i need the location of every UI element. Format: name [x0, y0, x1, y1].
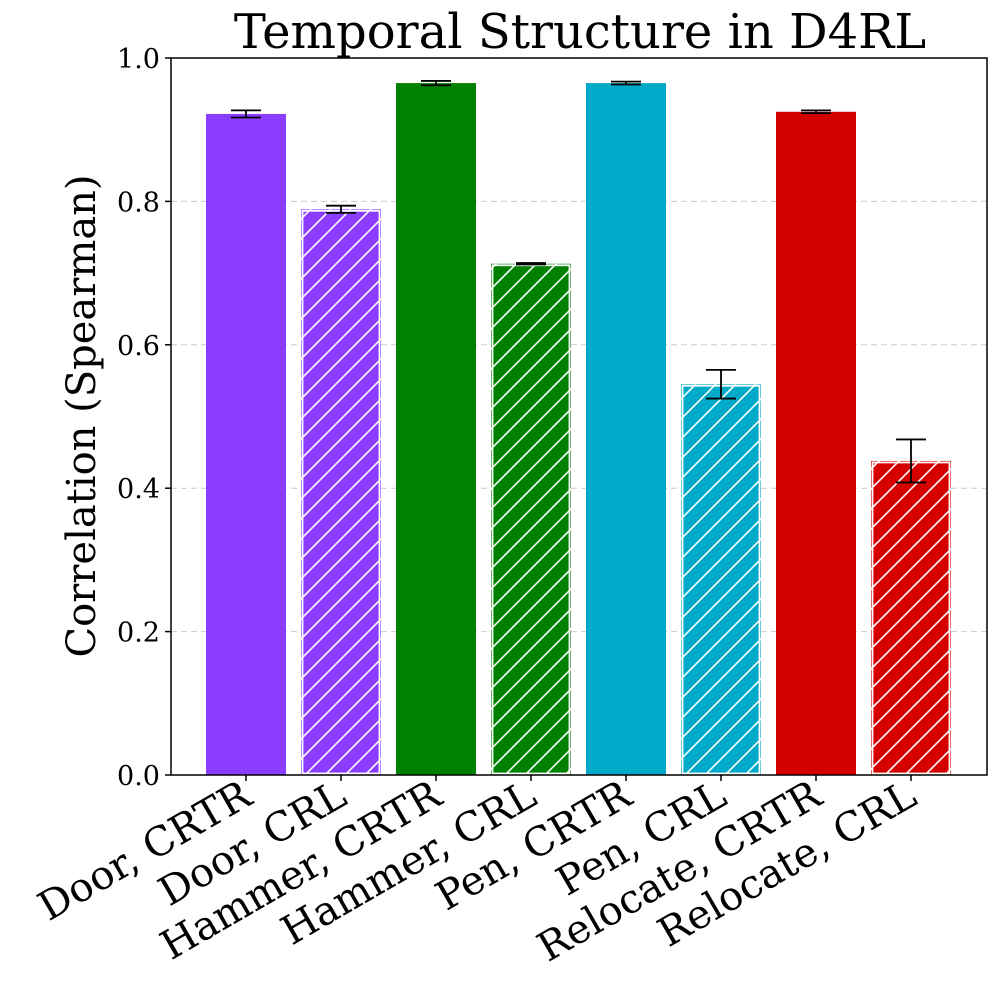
- bar: [206, 113, 286, 775]
- chart-title: Temporal Structure in D4RL: [234, 4, 926, 60]
- bar-hatch: [871, 460, 951, 775]
- y-tick-label: 0.0: [117, 761, 160, 792]
- bar: [776, 111, 856, 775]
- bar: [396, 83, 476, 776]
- bar-hatch: [681, 384, 761, 775]
- bar: [586, 83, 666, 776]
- y-tick-label: 0.8: [117, 187, 160, 218]
- y-tick-label: 0.2: [117, 618, 160, 649]
- y-axis-label: Correlation (Spearman): [59, 174, 105, 657]
- y-tick-label: 0.4: [117, 474, 160, 505]
- y-tick-label: 0.6: [117, 331, 160, 362]
- plot-frame: [170, 57, 988, 776]
- bar-hatch: [491, 263, 571, 775]
- y-tick-label: 1.0: [117, 44, 160, 75]
- bar-hatch: [301, 209, 381, 776]
